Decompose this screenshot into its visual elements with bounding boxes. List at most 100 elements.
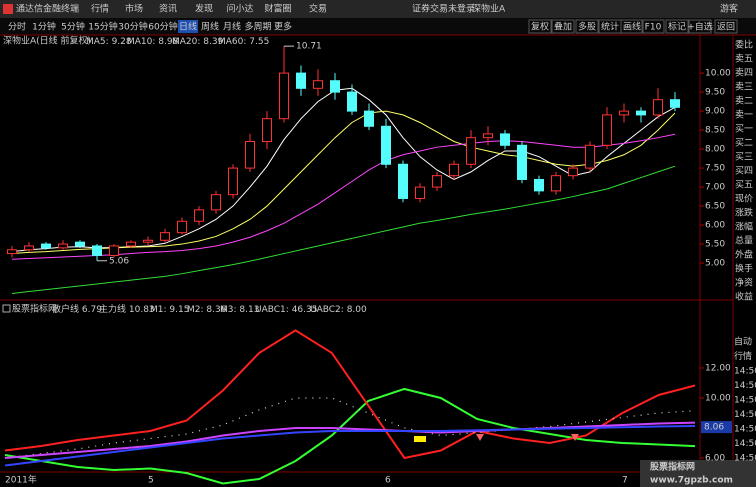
y-tick-label: 6.50 — [705, 202, 725, 212]
candle-body — [364, 110, 374, 127]
tool-box[interactable] — [620, 19, 644, 34]
indicator-line — [4, 421, 696, 459]
y-tick-label: 8.00 — [705, 145, 725, 155]
menu-item[interactable]: 发现 — [195, 3, 213, 15]
menu-item[interactable]: 交易 — [309, 3, 327, 15]
candle-body — [619, 110, 629, 116]
ma-readout: MA60: 7.55 — [218, 37, 269, 47]
candle-body — [415, 186, 425, 199]
candle-body — [568, 167, 578, 177]
period-button[interactable]: 多周期 — [244, 21, 271, 33]
candle-body — [670, 99, 680, 108]
y-tick-label: 9.00 — [705, 107, 725, 117]
quote-field: 卖四 — [735, 68, 753, 79]
tool-button[interactable]: 返回 — [717, 21, 735, 33]
period-button[interactable]: 5分钟 — [61, 21, 85, 33]
candle-body — [466, 137, 476, 165]
indicator-side: 自动 — [734, 336, 752, 348]
indicator-side: 14:50 — [734, 367, 756, 377]
current-value-box — [701, 421, 732, 434]
tool-button[interactable]: +自选 — [687, 21, 713, 33]
tool-button[interactable]: 叠加 — [554, 22, 572, 33]
period-button[interactable]: 月线 — [223, 21, 241, 33]
candle-body — [262, 118, 272, 142]
quote-field: 现价 — [735, 194, 753, 205]
quote-field: 买五 — [735, 180, 753, 191]
signal-marker — [571, 434, 579, 441]
candle-body — [517, 144, 527, 180]
tool-button[interactable]: 多股 — [578, 21, 596, 33]
quote-field: 卖三 — [735, 82, 753, 93]
tool-box[interactable] — [641, 19, 665, 34]
readout-value: 8.00 — [347, 305, 367, 315]
readout-value: 9.15 — [169, 305, 189, 315]
login-status[interactable]: 证券交易未登录 — [412, 3, 475, 15]
tool-button[interactable]: F10 — [645, 23, 662, 33]
quote-field: 换手 — [735, 263, 753, 275]
candle-body — [143, 239, 153, 243]
tool-button[interactable]: 复权 — [531, 21, 549, 33]
indicator-line — [4, 387, 696, 485]
readout-value: 8.36 — [206, 305, 226, 315]
user[interactable]: 游客 — [720, 3, 738, 15]
candle-body — [636, 110, 646, 116]
period-button[interactable]: 15分钟 — [88, 21, 117, 33]
quote-field: 卖一 — [735, 110, 753, 121]
tool-button[interactable]: 画线 — [623, 21, 641, 33]
ma-line — [11, 110, 676, 255]
menu-item[interactable]: 市场 — [125, 3, 143, 15]
readout-value: 46.35 — [292, 305, 318, 315]
indicator-line — [4, 425, 696, 467]
tool-box[interactable] — [665, 19, 689, 34]
candle-body — [228, 167, 238, 196]
period-button[interactable]: 30分钟 — [118, 21, 147, 33]
menu-item[interactable]: 问小达 — [226, 3, 253, 15]
quote-field: 卖五 — [735, 54, 753, 65]
menu-item[interactable]: 资讯 — [159, 4, 177, 15]
period-button[interactable]: 60分钟 — [148, 21, 177, 33]
quote-field: 外盘 — [735, 249, 753, 261]
quote-field: 买四 — [735, 166, 753, 177]
chart-title: 深物业A(日线 前复权) — [3, 35, 91, 47]
menu-item[interactable]: 行情 — [91, 3, 109, 15]
watermark-title: 股票指标网 — [650, 461, 695, 473]
period-button[interactable]: 日线 — [179, 21, 197, 33]
menu-item[interactable]: 财富圈 — [264, 3, 291, 15]
stock-name[interactable]: 深物业A — [472, 3, 506, 15]
y-tick-label: 9.50 — [705, 88, 725, 98]
y-tick-label: 10.00 — [705, 69, 731, 79]
period-button[interactable]: 分时 — [8, 21, 26, 33]
indicator-side: 14:50 — [734, 425, 756, 435]
candle-body — [279, 72, 289, 120]
period-button[interactable]: 更多 — [274, 21, 292, 33]
menu-bar — [0, 0, 756, 18]
series-readout: 散户线 6.79 — [52, 303, 102, 315]
readout-name: M1: — [150, 305, 167, 315]
signal-marker — [476, 434, 484, 441]
y-tick-label: 12.00 — [705, 363, 731, 373]
candle-body — [75, 241, 85, 247]
candle-body — [330, 80, 340, 93]
candle-body — [41, 243, 51, 249]
candle-body — [313, 80, 323, 89]
y-tick-label: 7.00 — [705, 183, 725, 193]
candle-body — [347, 91, 357, 112]
tool-box[interactable] — [688, 19, 712, 34]
tool-box[interactable] — [714, 19, 738, 34]
tool-box[interactable] — [551, 19, 575, 34]
candle-body — [432, 175, 442, 188]
tool-button[interactable]: 标记 — [668, 21, 686, 33]
tool-box[interactable] — [575, 19, 599, 34]
ma-name: MA10: — [127, 37, 155, 47]
watermark-bg — [640, 460, 756, 487]
period-button[interactable]: 1分钟 — [32, 21, 56, 33]
tool-box[interactable] — [528, 19, 552, 34]
period-button[interactable]: 周线 — [201, 21, 219, 33]
quote-field: 买一 — [735, 124, 753, 135]
indicator-side: 14:50 — [734, 454, 756, 464]
ma-value: 8.39 — [203, 37, 223, 47]
y-tick-label: 8.50 — [705, 126, 725, 136]
readout: UABC1: 46.35 — [255, 305, 317, 315]
tool-button[interactable]: 统计 — [601, 21, 619, 33]
